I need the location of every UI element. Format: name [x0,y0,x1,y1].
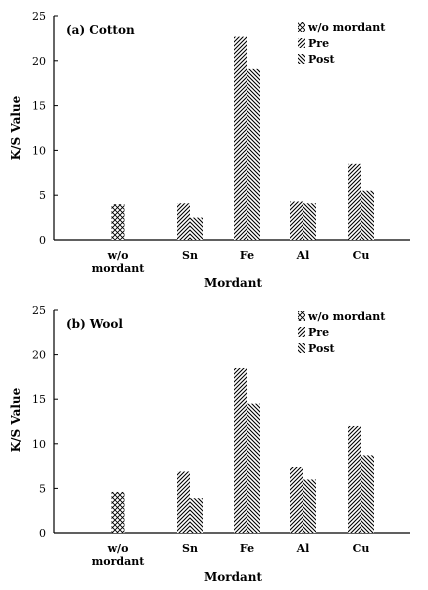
x-tick-label: w/o [107,249,129,262]
x-axis-title: Mordant [204,570,263,584]
legend-swatch-post [298,54,305,64]
x-tick-label: Sn [182,249,198,262]
x-tick-label: mordant [92,555,146,568]
x-axis-title: Mordant [204,276,263,290]
y-tick-label: 15 [32,100,46,113]
x-tick-label: Sn [182,542,198,555]
legend-swatch-pre [298,38,305,48]
y-axis-title: K/S Value [9,387,23,452]
legend-label-w-o-mordant: w/o mordant [307,21,386,34]
legend-label-post: Post [308,342,336,355]
legend-swatch-pre [298,327,305,337]
bar-post-sn [190,217,203,240]
y-tick-label: 0 [39,527,46,540]
bar-post-fe [247,403,260,533]
y-ticks: 0 5 10 15 20 25 [32,10,58,247]
bar-pre-fe [234,367,247,533]
x-tick-label: Al [296,249,310,262]
y-tick-label: 20 [32,349,46,362]
bar-w-o-mordant-w-o-mordant [111,204,125,240]
legend-swatch-w-o-mordant [298,22,305,32]
legend: w/o mordant Pre Post [298,21,386,66]
legend-swatch-w-o-mordant [298,311,305,321]
x-tick-label: Cu [353,542,370,555]
bar-w-o-mordant-w-o-mordant [111,491,125,533]
bar-pre-fe [234,36,247,240]
bar-post-sn [190,498,203,533]
chart-panel-cotton: (a) Cotton K/S Value Mordant 0510152025 … [9,10,410,290]
bar-pre-sn [177,471,190,533]
x-tick-label: Cu [353,249,370,262]
legend-label-w-o-mordant: w/o mordant [307,310,386,323]
bar-pre-sn [177,203,190,240]
bar-pre-cu [348,163,361,240]
bar-post-cu [361,190,374,240]
y-tick-label: 15 [32,393,46,406]
bar-pre-cu [348,425,361,533]
x-tick-label: w/o [107,542,129,555]
y-tick-label: 0 [39,234,46,247]
x-tick-label: Fe [240,249,254,262]
x-tick-label: mordant [92,262,146,275]
legend: w/o mordant Pre Post [298,310,386,355]
bars [111,367,374,533]
panel-title: (a) Cotton [66,23,135,37]
legend-swatch-post [298,343,305,353]
y-tick-label: 25 [32,10,46,23]
bars [111,36,374,240]
legend-label-pre: Pre [308,37,329,50]
bar-post-al [303,203,316,240]
x-tick-label: Fe [240,542,254,555]
y-tick-label: 10 [32,438,46,451]
y-ticks: 0 5 10 15 20 25 [32,304,58,540]
legend-label-pre: Pre [308,326,329,339]
bar-post-cu [361,455,374,533]
bar-pre-al [290,466,303,533]
legend-label-post: Post [308,53,336,66]
y-tick-label: 25 [32,304,46,317]
y-tick-label: 5 [39,482,46,495]
bar-post-fe [247,68,260,240]
y-axis-title: K/S Value [9,95,23,160]
panel-title: (b) Wool [66,317,123,331]
y-tick-label: 20 [32,55,46,68]
x-tick-label: Al [296,542,310,555]
chart-panel-wool: (b) Wool K/S Value Mordant 0 5 10 15 20 25 w/… [9,304,410,584]
y-tick-label: 5 [39,189,46,202]
y-tick-label: 10 [32,144,46,157]
bar-post-al [303,479,316,533]
bar-pre-al [290,201,303,240]
